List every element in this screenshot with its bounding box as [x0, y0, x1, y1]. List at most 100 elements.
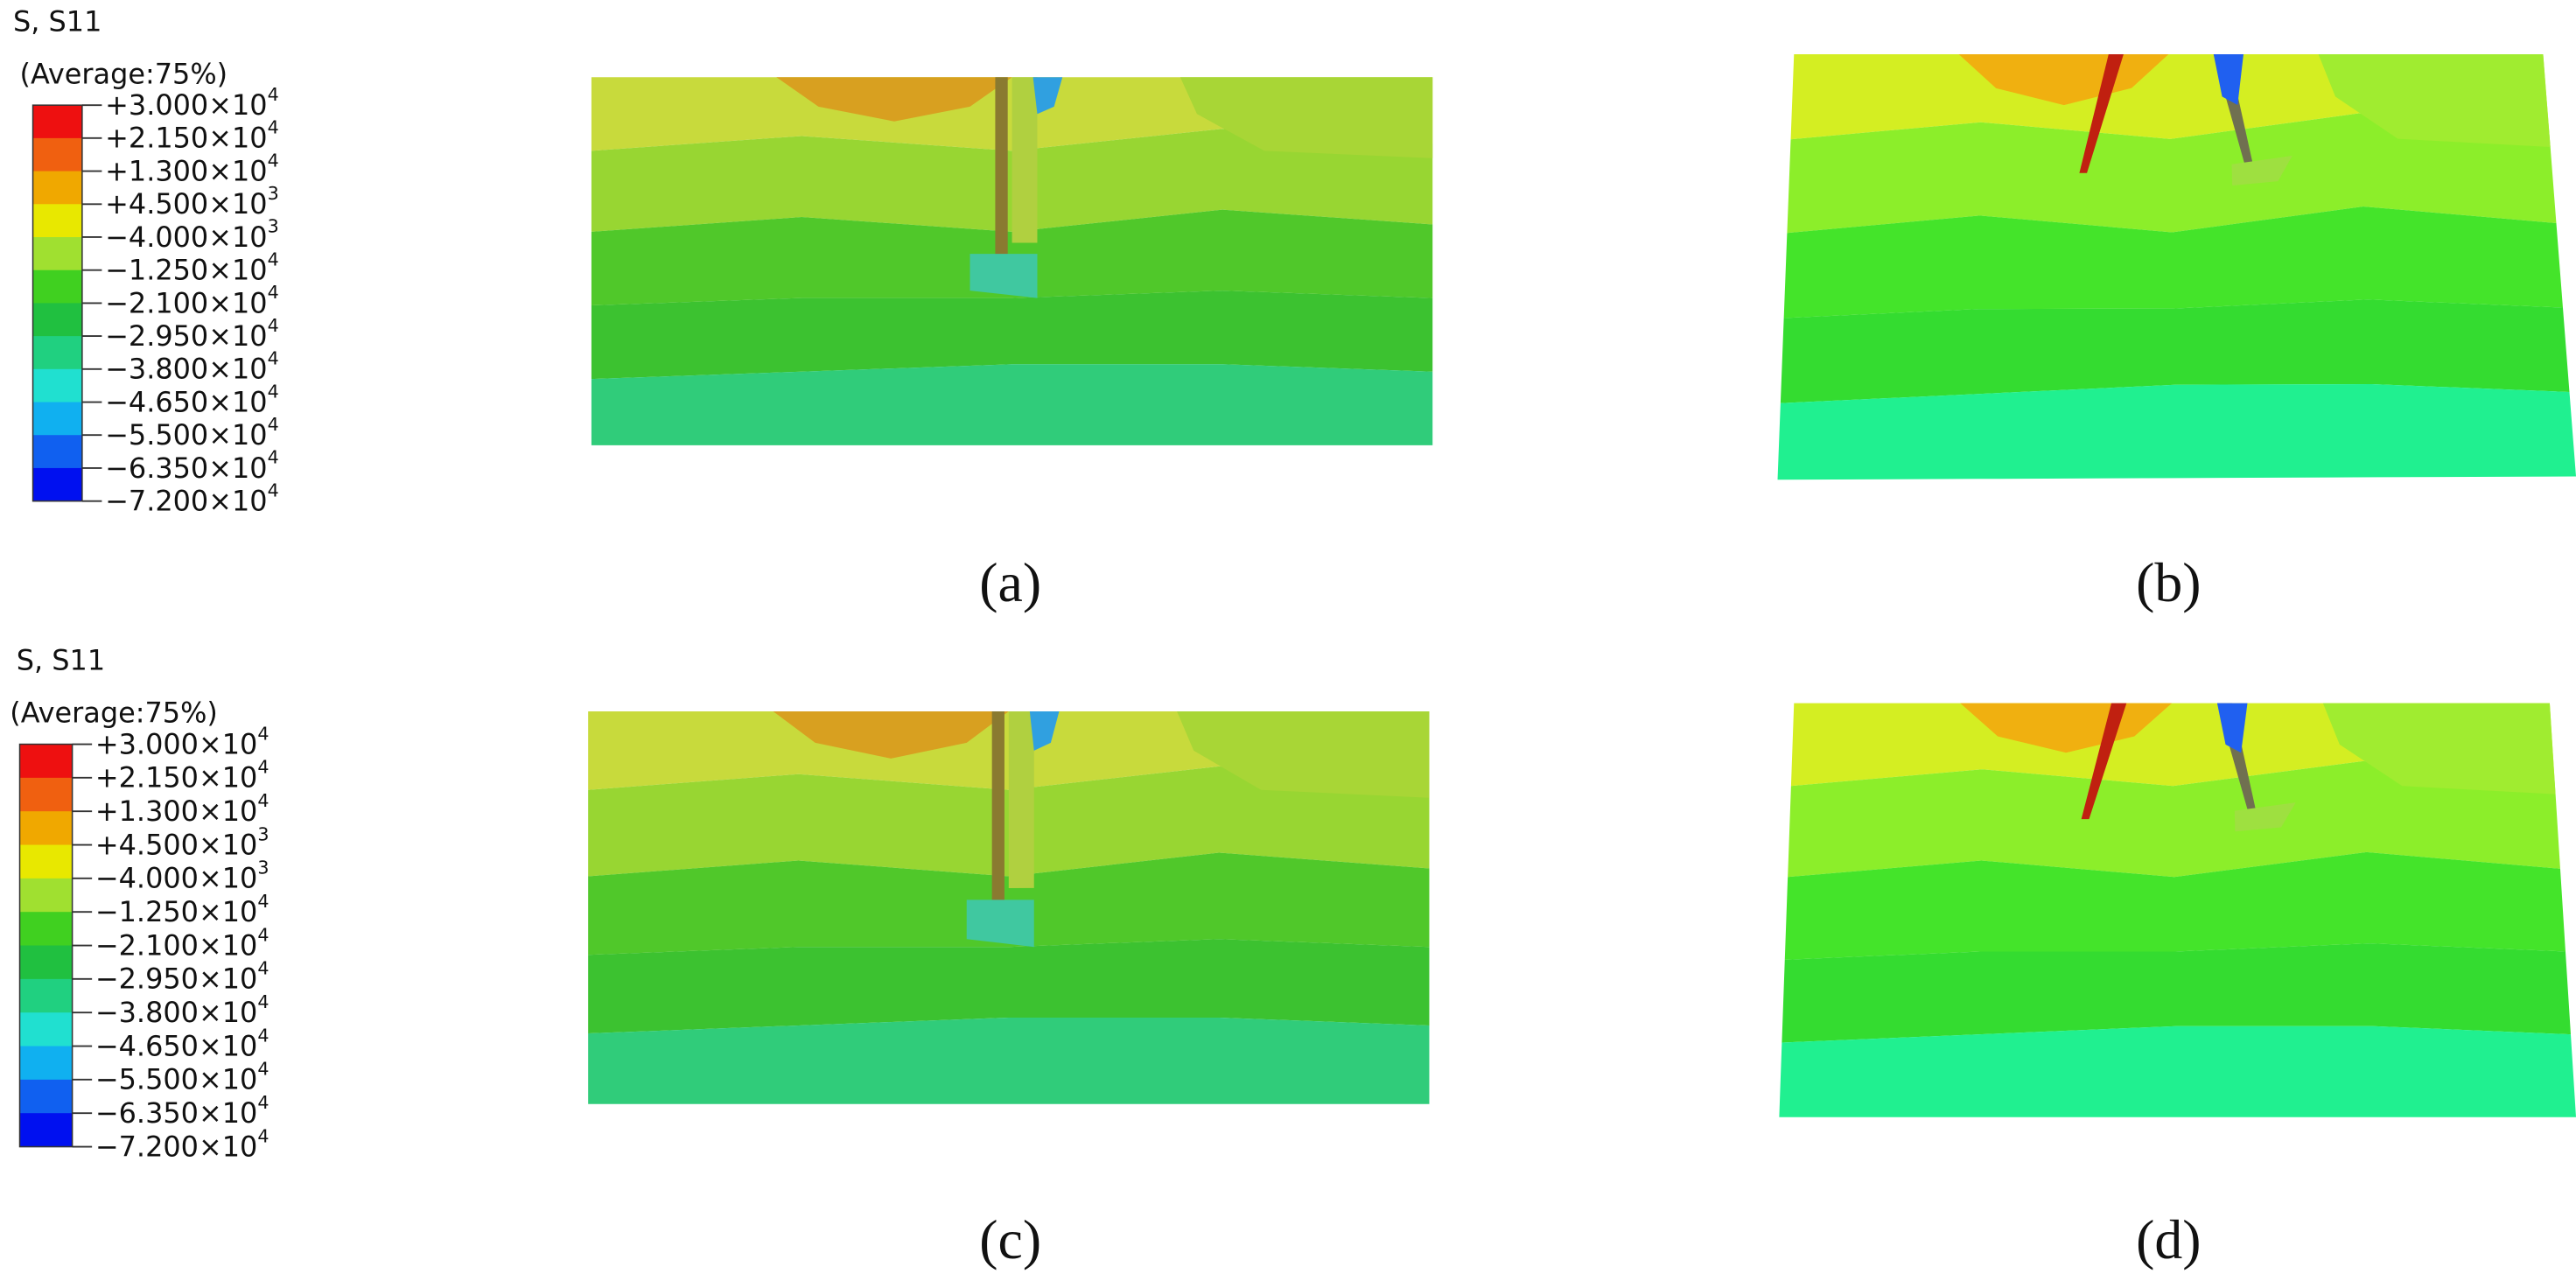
legend-label-mantissa: −4.000×10	[105, 220, 267, 254]
tip-zone	[970, 254, 1038, 298]
legend-label-mantissa: +1.300×10	[95, 794, 257, 828]
legend-swatch	[32, 105, 82, 139]
legend-swatch	[19, 945, 73, 980]
legend-label: −3.800×104	[95, 991, 270, 1029]
legend-swatch	[19, 1012, 73, 1047]
legend-label-mantissa: −7.200×10	[105, 485, 267, 518]
stress-band	[1777, 383, 2576, 480]
legend-subtitle: (Average:75%)	[20, 57, 228, 90]
legend-label-mantissa: +3.000×10	[105, 88, 267, 122]
legend-label-mantissa: −4.650×10	[105, 385, 267, 418]
legend-label: −2.950×104	[95, 958, 270, 996]
legend-swatch	[19, 1046, 73, 1081]
stress-band	[1779, 1026, 2576, 1117]
legend-swatch	[32, 137, 82, 172]
legend-swatch	[19, 744, 73, 779]
legend-label-mantissa: −6.350×10	[105, 452, 267, 485]
legend-label: −4.650×104	[105, 381, 279, 418]
legend-swatch	[32, 336, 82, 370]
legend-swatch	[32, 236, 82, 271]
legend-label-mantissa: −3.800×10	[95, 996, 257, 1029]
legend-label: −5.500×104	[95, 1059, 270, 1096]
stress-region	[2318, 53, 2551, 148]
legend-label-exponent: 4	[257, 723, 269, 744]
legend-label: +1.300×104	[95, 790, 270, 828]
legend-label: −6.350×104	[95, 1092, 270, 1130]
legend-label-exponent: 4	[257, 1059, 269, 1080]
legend-label-exponent: 4	[257, 1025, 269, 1046]
stress-blob	[776, 77, 1012, 122]
legend-label-exponent: 4	[268, 248, 279, 270]
legend-label-mantissa: −2.950×10	[95, 962, 257, 996]
stress-blob	[773, 710, 1009, 759]
compression-zone	[2216, 703, 2248, 753]
legend-swatch	[19, 777, 73, 812]
tip-zone	[2234, 802, 2296, 832]
stress-band	[1780, 299, 2570, 403]
legend-label-exponent: 4	[268, 84, 279, 105]
legend-swatch	[32, 435, 82, 469]
legend-label-mantissa: +3.000×10	[95, 727, 257, 760]
legend-label: −2.100×104	[95, 924, 270, 962]
legend-label: −3.800×104	[105, 348, 279, 386]
stress-band	[1787, 113, 2557, 234]
legend-label-mantissa: +1.300×10	[105, 154, 267, 187]
stress-band	[588, 1017, 1430, 1104]
legend-label-exponent: 4	[257, 891, 269, 912]
pile-zone	[1008, 710, 1034, 889]
legend-label-mantissa: −5.500×10	[95, 1063, 257, 1096]
compression-zone	[2213, 53, 2244, 105]
legend-label-mantissa: −1.250×10	[105, 254, 267, 287]
legend-label: +4.500×103	[105, 183, 279, 220]
legend-label-exponent: 4	[268, 447, 279, 468]
legend-label-exponent: 4	[257, 1125, 269, 1146]
legend-label-mantissa: −3.800×10	[105, 353, 267, 386]
legend-label: +2.150×104	[105, 117, 279, 155]
stress-region	[1180, 77, 1433, 158]
legend-label-mantissa: −7.200×10	[95, 1130, 257, 1163]
legend-label-exponent: 4	[268, 117, 279, 138]
legend-swatch	[32, 368, 82, 403]
legend-swatch	[19, 844, 73, 879]
legend-label: +1.300×104	[105, 150, 279, 187]
legend-swatch	[32, 402, 82, 436]
legend-label-exponent: 3	[257, 858, 269, 878]
legend-label-exponent: 4	[257, 1092, 269, 1113]
stress-band	[588, 939, 1430, 1033]
legend-label-mantissa: +4.500×10	[95, 828, 257, 861]
legend-swatch	[19, 912, 73, 947]
legend-label-exponent: 4	[268, 348, 279, 369]
legend-label: −2.950×104	[105, 315, 279, 353]
legend-swatch	[19, 978, 73, 1013]
stress-band	[591, 364, 1433, 445]
legend-label: +3.000×104	[105, 84, 279, 122]
legend-subtitle: (Average:75%)	[10, 696, 218, 730]
legend-label-exponent: 4	[268, 480, 279, 500]
stress-band	[1788, 760, 2560, 878]
legend-label-mantissa: +2.150×10	[105, 122, 267, 155]
legend-label-exponent: 4	[257, 757, 269, 778]
legend-swatch	[32, 467, 82, 502]
stress-band	[591, 290, 1433, 380]
panel-label: (b)	[2136, 551, 2201, 613]
compression-zone	[1032, 77, 1063, 115]
legend-label-exponent: 4	[257, 991, 269, 1012]
stress-band	[1784, 851, 2566, 960]
legend-label-exponent: 4	[268, 282, 279, 303]
legend-label-mantissa: −2.950×10	[105, 319, 267, 353]
legend-label: +3.000×104	[95, 723, 270, 760]
pile	[2079, 53, 2124, 173]
legend-label-mantissa: −4.650×10	[95, 1029, 257, 1062]
contour-plot	[591, 77, 1433, 445]
legend-label: −2.100×104	[105, 282, 279, 319]
legend-title: S, S11	[17, 644, 105, 677]
legend-swatch	[19, 811, 73, 846]
panel-label: (c)	[979, 1208, 1041, 1270]
legend-label: −6.350×104	[105, 447, 279, 485]
tip-zone	[2231, 155, 2292, 186]
legend-label-exponent: 3	[268, 183, 279, 204]
legend-swatch	[19, 1113, 73, 1148]
stress-region	[1177, 710, 1430, 798]
legend-label-mantissa: −6.350×10	[95, 1096, 257, 1130]
